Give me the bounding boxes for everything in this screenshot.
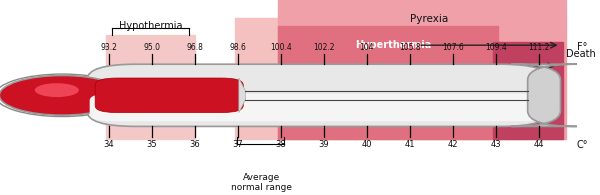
Text: Death: Death [566, 49, 596, 59]
FancyBboxPatch shape [89, 94, 547, 121]
FancyBboxPatch shape [511, 64, 577, 126]
Text: C°: C° [577, 140, 589, 150]
Text: 41: 41 [404, 140, 415, 149]
Text: 102.2: 102.2 [313, 43, 334, 52]
Text: Hyperthermia: Hyperthermia [356, 40, 432, 50]
Text: 35: 35 [146, 140, 157, 149]
Text: Average
normal range: Average normal range [232, 173, 292, 192]
Text: 107.6: 107.6 [442, 43, 464, 52]
Text: 93.2: 93.2 [100, 43, 117, 52]
FancyBboxPatch shape [87, 64, 550, 126]
Bar [278, 26, 499, 138]
Text: 104: 104 [359, 43, 374, 52]
Text: 39: 39 [319, 140, 329, 149]
Bar [235, 18, 283, 138]
Text: 37: 37 [232, 140, 243, 149]
Text: 38: 38 [275, 140, 286, 149]
Text: Pyrexia: Pyrexia [410, 14, 448, 24]
Text: F°: F° [577, 42, 587, 52]
Bar [493, 42, 563, 138]
Text: 105.8: 105.8 [399, 43, 421, 52]
Bar [106, 35, 195, 138]
Text: 44: 44 [533, 140, 544, 149]
Text: 109.4: 109.4 [485, 43, 506, 52]
Text: Hypothermia: Hypothermia [119, 21, 182, 31]
Circle shape [0, 75, 125, 115]
Bar [278, 0, 566, 138]
Circle shape [35, 83, 79, 97]
FancyBboxPatch shape [95, 78, 243, 113]
Text: 40: 40 [361, 140, 372, 149]
Text: 43: 43 [490, 140, 501, 149]
Text: 96.8: 96.8 [187, 43, 203, 52]
Polygon shape [239, 78, 245, 113]
Text: 98.6: 98.6 [229, 43, 246, 52]
Text: 100.4: 100.4 [270, 43, 292, 52]
Text: 42: 42 [448, 140, 458, 149]
Text: 36: 36 [190, 140, 200, 149]
Text: 95.0: 95.0 [143, 43, 160, 52]
Text: 111.2: 111.2 [528, 43, 549, 52]
Text: 34: 34 [104, 140, 114, 149]
